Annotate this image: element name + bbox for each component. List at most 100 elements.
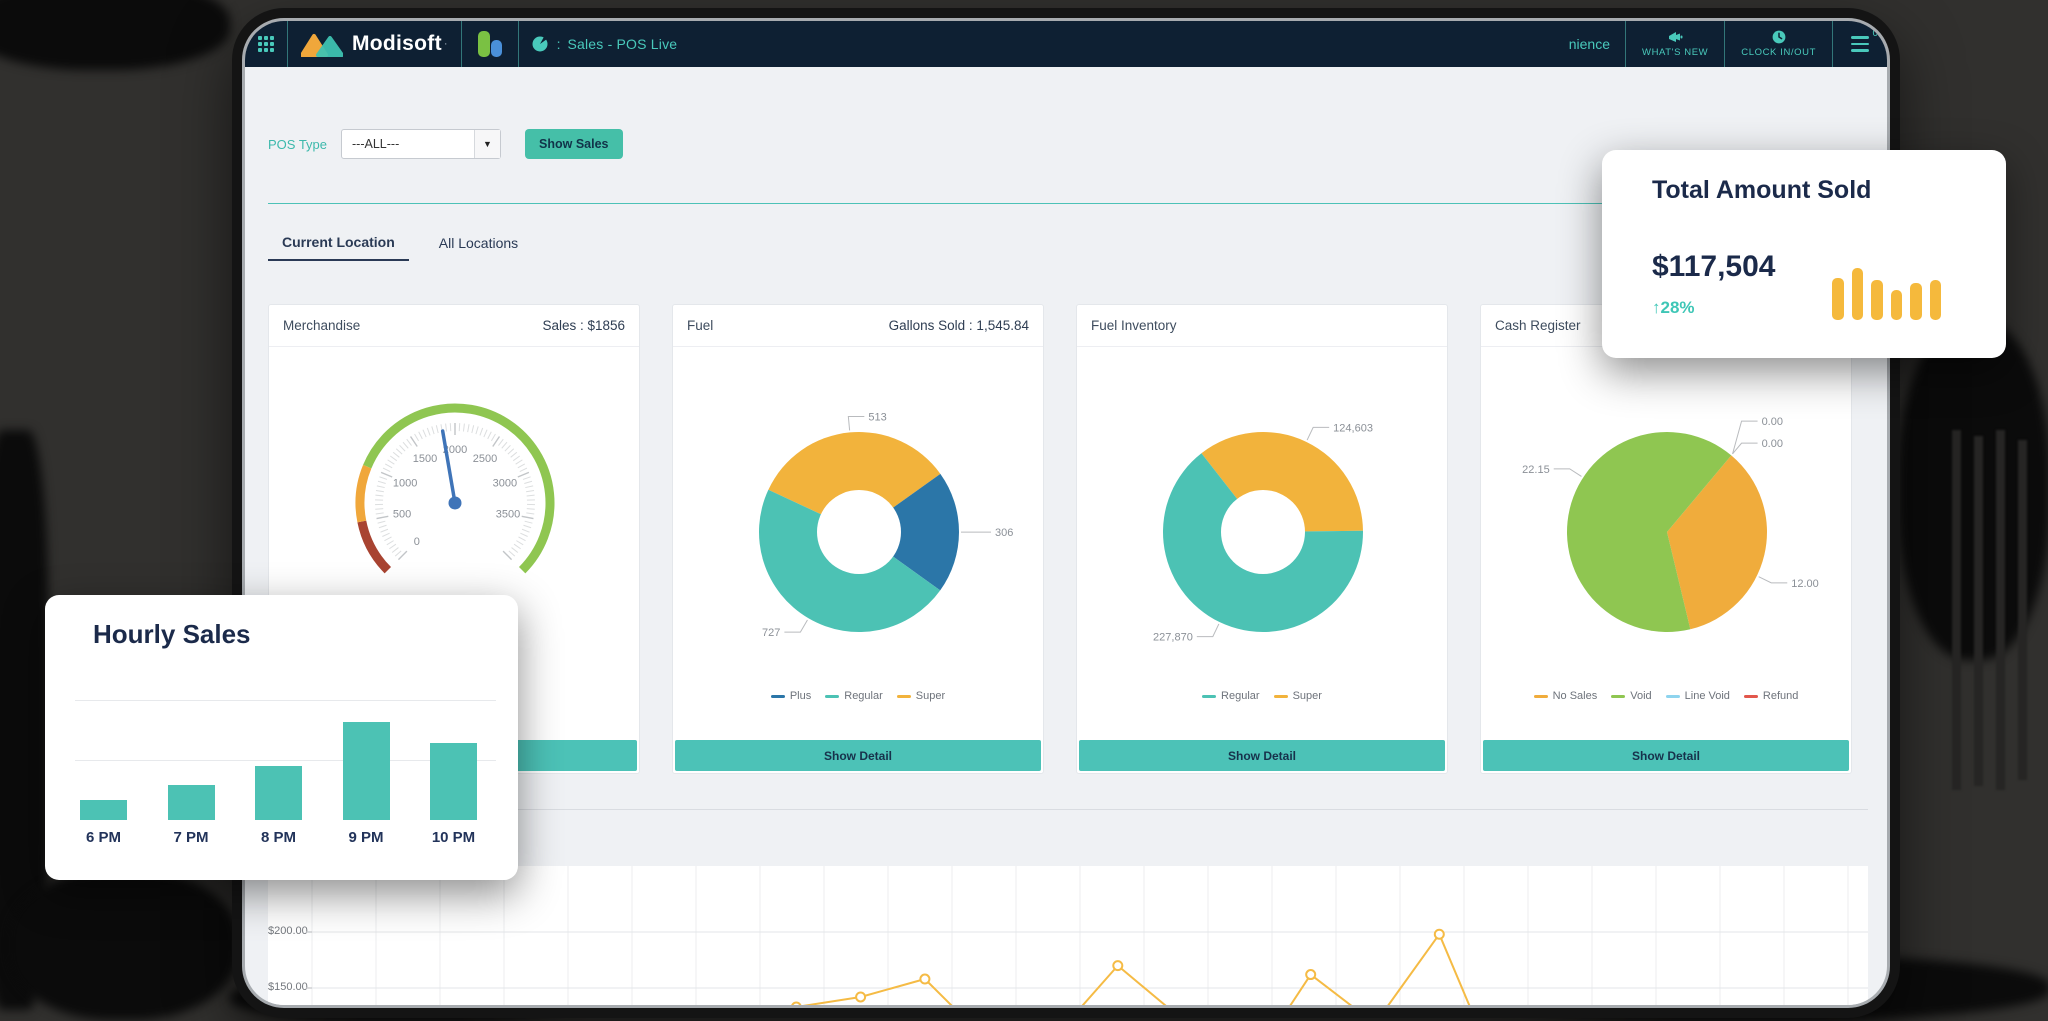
filter-row: POS Type ---ALL--- ▼ Show Sales — [268, 129, 623, 159]
gauge-tick — [426, 427, 431, 436]
callout-label: 12.00 — [1791, 578, 1819, 590]
hamburger-menu-button[interactable]: 0 — [1833, 21, 1887, 67]
show-detail-button[interactable]: Show Detail — [1079, 740, 1445, 771]
total-amount-sold-card: Total Amount Sold $117,504 ↑28% — [1602, 150, 2006, 358]
notification-badge: 0 — [1872, 28, 1878, 39]
line-point — [791, 1001, 802, 1005]
gauge-tick — [526, 494, 535, 497]
gauge-tick — [377, 520, 386, 524]
hourly-bar-label: 8 PM — [260, 829, 296, 846]
gauge-tick — [510, 451, 518, 458]
legend-item: Regular — [1202, 690, 1260, 702]
card-title: Fuel Inventory — [1091, 318, 1177, 333]
page-title: Sales - POS Live — [567, 36, 678, 52]
legend-swatch — [896, 694, 911, 698]
show-detail-button[interactable]: Show Detail — [1483, 740, 1849, 771]
gauge-pivot — [448, 496, 462, 510]
sparkline-bar — [1890, 290, 1902, 320]
callout-label: 124,603 — [1333, 422, 1373, 434]
card-title: Merchandise — [283, 318, 361, 333]
gridline — [75, 760, 496, 761]
gauge-tick — [502, 550, 513, 561]
merchandise-gauge-chart: 0 500 1000 1500 2000 2500 3000 3500 — [355, 403, 555, 574]
line-point — [1305, 969, 1317, 981]
ink-splatter-decoration — [8, 870, 238, 1020]
gauge-tick — [479, 427, 484, 436]
donut-hole — [1221, 490, 1305, 574]
tab-all-locations[interactable]: All Locations — [425, 230, 532, 261]
hourly-bar-label: 7 PM — [173, 829, 209, 846]
page-title-group: : Sales - POS Live — [519, 21, 691, 67]
workspace-app-icon[interactable] — [462, 21, 518, 67]
card-stat: Sales : $1856 — [542, 318, 625, 333]
legend-label: Line Void — [1684, 690, 1730, 702]
stripe-decoration — [1996, 430, 2005, 790]
gauge-tick — [467, 424, 470, 433]
legend-item: Refund — [1743, 690, 1799, 702]
brand-name: Modisoft — [352, 32, 442, 55]
show-sales-button[interactable]: Show Sales — [525, 129, 623, 159]
fuel-inventory-card: Fuel Inventory 124,603 227,870 Regular Sup… — [1076, 304, 1448, 774]
apps-menu-button[interactable] — [245, 21, 287, 67]
whats-new-button[interactable]: WHAT'S NEW — [1626, 21, 1724, 67]
legend-swatch — [770, 694, 785, 698]
y-axis-label: $200.00 — [268, 925, 308, 937]
navbar-separator — [460, 21, 462, 67]
pie-slice — [859, 473, 959, 591]
clock-icon — [1772, 30, 1786, 44]
top-navbar: Modisoft · — [245, 21, 1887, 67]
gauge-tick — [431, 426, 435, 435]
legend-label: Regular — [1221, 690, 1260, 702]
callout-line — [847, 415, 865, 431]
gridline — [75, 700, 496, 701]
donut-hole — [817, 490, 901, 574]
card-header: Fuel Inventory — [1077, 305, 1447, 347]
gauge-tick — [521, 528, 530, 533]
section-divider — [268, 809, 1868, 810]
gauge-tick — [526, 508, 535, 510]
legend-label: Refund — [1762, 690, 1799, 702]
tab-current-location[interactable]: Current Location — [268, 230, 409, 261]
gauge-tick — [384, 463, 393, 469]
gauge-needle — [440, 429, 457, 505]
gauge-tick — [511, 547, 519, 553]
cash-register-pie-chart: 12.00 22.15 0.00 0.00 — [1522, 416, 1819, 632]
chevron-down-icon: ▼ — [474, 130, 501, 158]
show-detail-button[interactable]: Show Detail — [675, 740, 1041, 771]
gauge-tick — [435, 425, 439, 434]
callout-label: 727 — [762, 627, 780, 639]
stripe-decoration — [1952, 430, 1961, 790]
gauge-tick — [471, 425, 475, 434]
gauge-tick — [516, 540, 524, 546]
legend-label: Super — [915, 690, 946, 702]
legend-item: Plus — [770, 690, 811, 702]
legend-swatch — [1743, 694, 1758, 698]
gauge-tick — [409, 436, 418, 447]
pie-slice — [1667, 455, 1767, 630]
callout-label: 0.00 — [1762, 438, 1783, 450]
fuel-card: Fuel Gallons Sold : 1,545.84 513 306 727 P… — [672, 304, 1044, 774]
gauge-tick — [389, 543, 397, 550]
gauge-tick — [397, 550, 408, 561]
gauge-tick — [462, 423, 465, 432]
sparkline-bar — [1910, 283, 1922, 320]
gauge-tick — [384, 536, 392, 542]
gauge-tick — [386, 540, 394, 546]
total-sold-change-percent: ↑28% — [1652, 298, 1695, 317]
hourly-bar — [430, 743, 477, 820]
gauge-tick — [380, 471, 393, 478]
gauge-tick — [382, 467, 391, 473]
navbar-separator — [1724, 21, 1726, 67]
megaphone-icon — [1668, 31, 1683, 42]
legend-swatch — [1611, 694, 1626, 698]
y-axis-label: $150.00 — [268, 981, 308, 993]
card-title: Fuel — [687, 318, 714, 333]
pos-type-select[interactable]: ---ALL--- ▼ — [341, 129, 502, 159]
gauge-tick — [378, 524, 387, 529]
fuel-donut-chart: 513 306 727 — [759, 411, 1013, 639]
brand-logo[interactable]: Modisoft · — [288, 21, 461, 67]
clock-in-out-button[interactable]: CLOCK IN/OUT — [1725, 21, 1832, 67]
legend-swatch — [825, 694, 840, 698]
brand-trademark: · — [443, 38, 448, 50]
hamburger-icon — [1851, 36, 1869, 39]
